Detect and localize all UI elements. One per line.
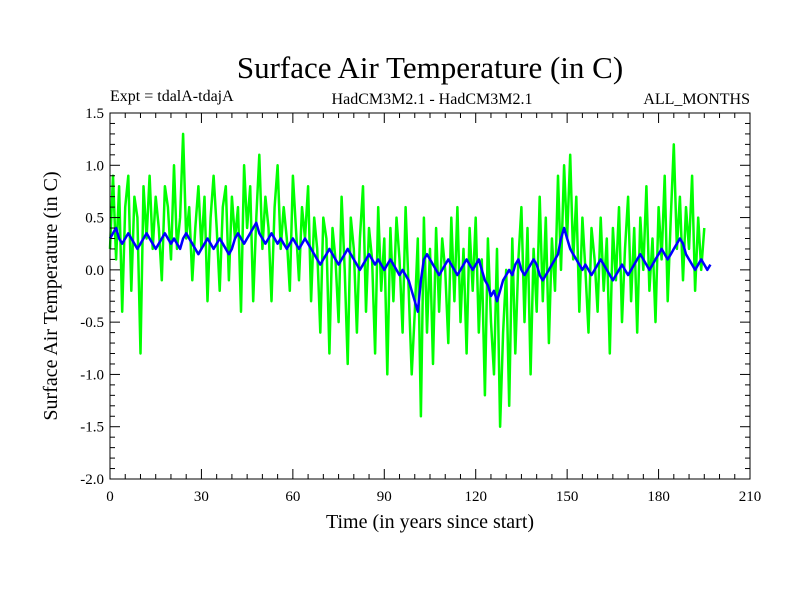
series-layer — [108, 132, 712, 428]
model-label: HadCM3M2.1 - HadCM3M2.1 — [332, 91, 533, 108]
y-tick-label: -1.0 — [80, 367, 104, 383]
x-tick-label: 120 — [464, 489, 487, 505]
experiment-label: Expt = tdalA-tdajA — [110, 88, 234, 105]
y-tick-label: -1.5 — [80, 420, 104, 436]
y-tick-label: 0.5 — [85, 211, 104, 227]
y-tick-label: -0.5 — [80, 315, 104, 331]
plot-frame — [109, 112, 751, 480]
series-line-annual-mean — [108, 221, 712, 313]
y-tick-label: 1.0 — [85, 158, 104, 174]
x-tick-label: 60 — [285, 489, 300, 505]
y-tick-label: -2.0 — [80, 472, 104, 488]
x-axis-label: Time (in years since start) — [326, 511, 534, 533]
x-tick-label: 210 — [739, 489, 762, 505]
x-tick-label: 180 — [647, 489, 670, 505]
y-tick-label: 1.5 — [85, 106, 104, 122]
y-tick-label: 0.0 — [85, 263, 104, 279]
chart-title: Surface Air Temperature (in C) — [237, 50, 623, 85]
ticks-layer: 0 30 60 90 120 150 180 210 -2.0 -1.5 -1.0 -0.5 0.0 0.… — [80, 106, 761, 505]
x-tick-label: 90 — [377, 489, 392, 505]
series-line-monthly — [108, 132, 706, 428]
x-tick-label: 30 — [194, 489, 209, 505]
x-tick-label: 150 — [556, 489, 579, 505]
x-tick-label: 0 — [106, 489, 114, 505]
months-label: ALL_MONTHS — [643, 91, 750, 108]
y-axis-label: Surface Air Temperature (in C) — [40, 171, 62, 420]
